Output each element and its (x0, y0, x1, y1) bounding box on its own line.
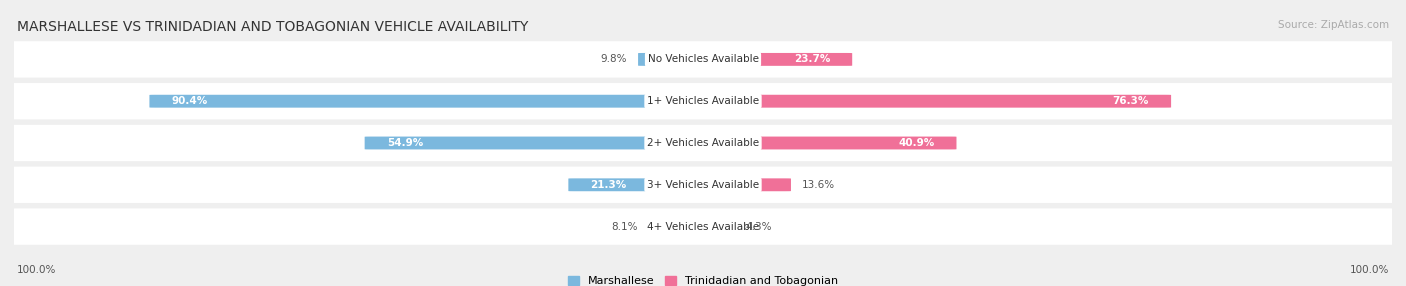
Text: 4+ Vehicles Available: 4+ Vehicles Available (647, 222, 759, 232)
FancyBboxPatch shape (638, 53, 709, 66)
FancyBboxPatch shape (697, 220, 734, 233)
Text: MARSHALLESE VS TRINIDADIAN AND TOBAGONIAN VEHICLE AVAILABILITY: MARSHALLESE VS TRINIDADIAN AND TOBAGONIA… (17, 20, 529, 34)
Text: 40.9%: 40.9% (898, 138, 935, 148)
FancyBboxPatch shape (0, 125, 1406, 161)
Text: 23.7%: 23.7% (794, 54, 830, 64)
FancyBboxPatch shape (0, 41, 1406, 78)
FancyBboxPatch shape (697, 53, 852, 66)
Text: 4.3%: 4.3% (745, 222, 772, 232)
Legend: Marshallese, Trinidadian and Tobagonian: Marshallese, Trinidadian and Tobagonian (564, 272, 842, 286)
Text: Source: ZipAtlas.com: Source: ZipAtlas.com (1278, 20, 1389, 30)
Text: 100.0%: 100.0% (1350, 265, 1389, 275)
Text: 100.0%: 100.0% (17, 265, 56, 275)
Text: 54.9%: 54.9% (387, 138, 423, 148)
Text: 21.3%: 21.3% (591, 180, 627, 190)
Text: 9.8%: 9.8% (600, 54, 627, 64)
Text: 13.6%: 13.6% (801, 180, 835, 190)
FancyBboxPatch shape (697, 178, 792, 191)
Text: 1+ Vehicles Available: 1+ Vehicles Available (647, 96, 759, 106)
Text: 2+ Vehicles Available: 2+ Vehicles Available (647, 138, 759, 148)
FancyBboxPatch shape (697, 95, 1171, 108)
FancyBboxPatch shape (648, 220, 709, 233)
FancyBboxPatch shape (568, 178, 709, 191)
Text: No Vehicles Available: No Vehicles Available (648, 54, 758, 64)
FancyBboxPatch shape (149, 95, 709, 108)
Text: 90.4%: 90.4% (172, 96, 208, 106)
Text: 3+ Vehicles Available: 3+ Vehicles Available (647, 180, 759, 190)
FancyBboxPatch shape (0, 83, 1406, 119)
Text: 8.1%: 8.1% (610, 222, 637, 232)
FancyBboxPatch shape (0, 167, 1406, 203)
FancyBboxPatch shape (0, 208, 1406, 245)
FancyBboxPatch shape (364, 136, 709, 150)
FancyBboxPatch shape (697, 136, 956, 150)
Text: 76.3%: 76.3% (1112, 96, 1149, 106)
